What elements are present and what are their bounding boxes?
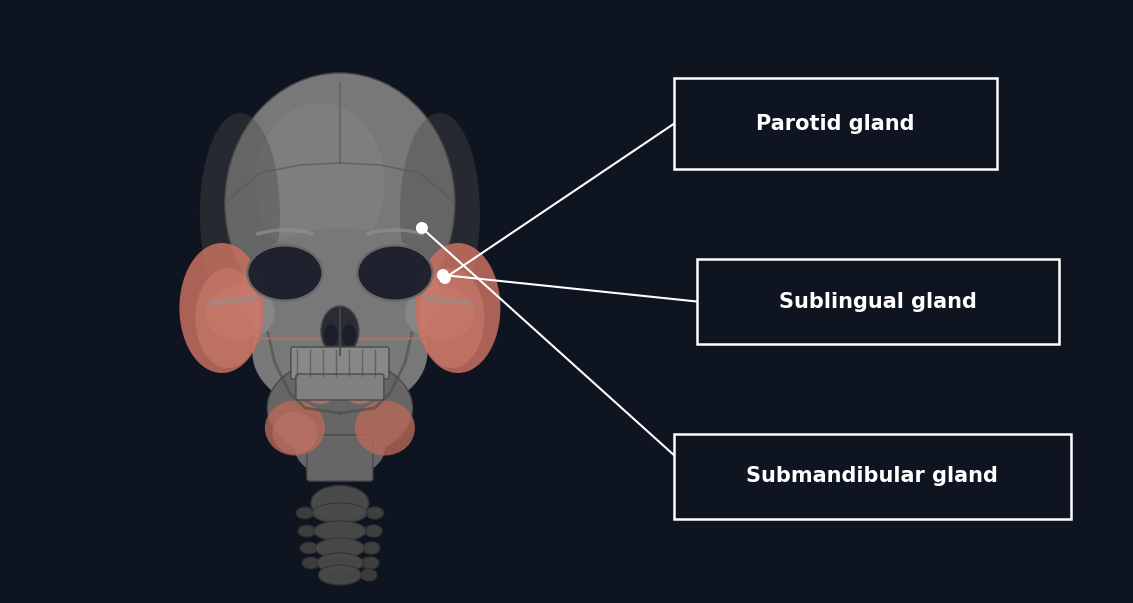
Ellipse shape	[315, 538, 365, 558]
Ellipse shape	[247, 245, 323, 300]
Ellipse shape	[313, 503, 367, 523]
Ellipse shape	[361, 569, 377, 581]
Ellipse shape	[240, 228, 440, 358]
Ellipse shape	[364, 542, 380, 554]
Ellipse shape	[300, 542, 318, 554]
Ellipse shape	[305, 382, 335, 404]
Ellipse shape	[255, 103, 385, 263]
Ellipse shape	[296, 507, 314, 519]
Ellipse shape	[344, 382, 375, 404]
Ellipse shape	[357, 245, 433, 300]
Circle shape	[437, 269, 449, 281]
Bar	[697, 259, 1059, 344]
Ellipse shape	[342, 324, 356, 346]
Ellipse shape	[205, 285, 275, 341]
Ellipse shape	[364, 525, 382, 537]
FancyBboxPatch shape	[296, 374, 384, 400]
Ellipse shape	[416, 243, 501, 373]
Circle shape	[438, 272, 451, 284]
Ellipse shape	[360, 557, 378, 569]
Ellipse shape	[267, 358, 412, 458]
Ellipse shape	[224, 73, 455, 333]
Ellipse shape	[295, 418, 385, 478]
FancyBboxPatch shape	[291, 347, 389, 379]
Bar	[674, 78, 997, 169]
Ellipse shape	[301, 557, 320, 569]
Ellipse shape	[404, 285, 475, 341]
Text: Parotid gland: Parotid gland	[757, 113, 914, 134]
Ellipse shape	[361, 542, 380, 554]
Ellipse shape	[317, 553, 363, 573]
Ellipse shape	[400, 113, 480, 313]
Ellipse shape	[363, 557, 378, 569]
Ellipse shape	[318, 565, 361, 585]
Ellipse shape	[272, 412, 317, 454]
Ellipse shape	[366, 525, 382, 537]
Ellipse shape	[321, 306, 359, 356]
Ellipse shape	[298, 525, 316, 537]
Ellipse shape	[366, 507, 384, 519]
Bar	[674, 434, 1071, 519]
Ellipse shape	[253, 293, 427, 413]
Text: Submandibular gland: Submandibular gland	[747, 466, 998, 487]
Ellipse shape	[265, 400, 325, 455]
Circle shape	[416, 222, 428, 234]
Ellipse shape	[195, 268, 261, 368]
Ellipse shape	[419, 268, 485, 368]
Ellipse shape	[179, 243, 264, 373]
Ellipse shape	[367, 507, 383, 519]
Text: Sublingual gland: Sublingual gland	[780, 291, 977, 312]
Ellipse shape	[199, 113, 280, 313]
Ellipse shape	[355, 400, 415, 455]
Ellipse shape	[324, 324, 338, 346]
Ellipse shape	[314, 521, 366, 541]
Ellipse shape	[310, 485, 369, 520]
FancyBboxPatch shape	[307, 435, 373, 481]
